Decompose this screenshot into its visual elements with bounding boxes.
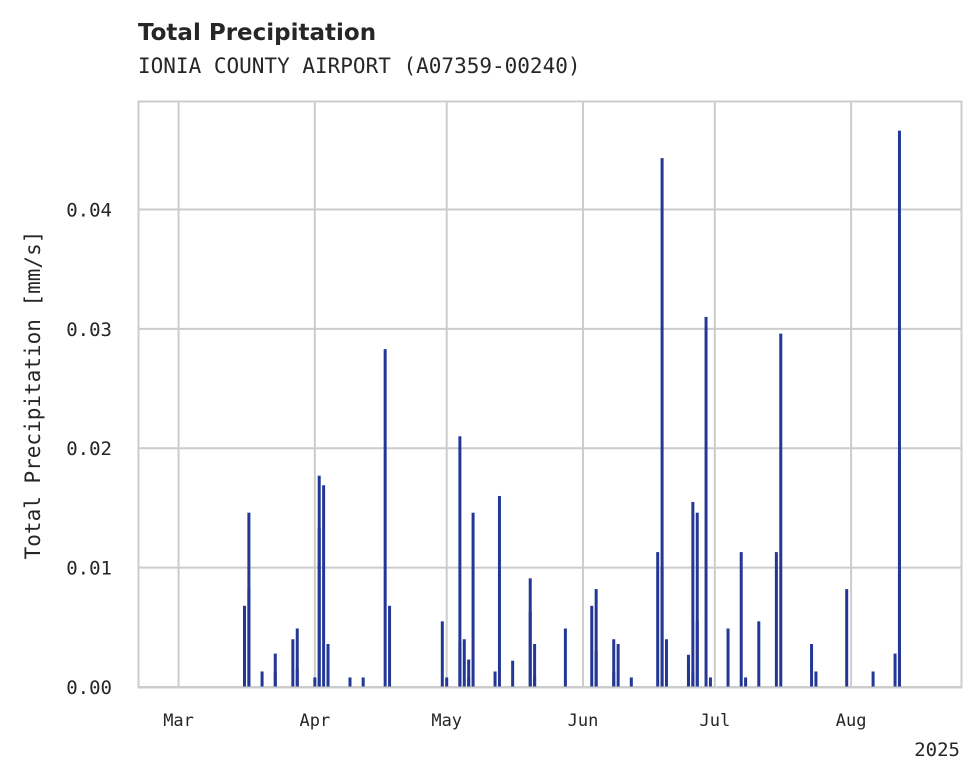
precipitation-bar: [313, 677, 317, 687]
precipitation-bar: [291, 639, 295, 687]
plot-frame: [137, 100, 963, 689]
precipitation-bar: [704, 316, 708, 687]
x-axis-year-label: 2025: [914, 739, 960, 761]
y-tick-label: 0.04: [66, 199, 112, 221]
precipitation-bar: [695, 512, 699, 687]
precipitation-bar: [612, 639, 616, 687]
x-tick-label: Apr: [299, 711, 330, 731]
x-tick-label: Jul: [699, 711, 730, 731]
precipitation-bar: [322, 485, 326, 687]
precipitation-bar: [388, 605, 392, 687]
precipitation-bar: [260, 671, 264, 687]
precipitation-bar: [845, 589, 849, 687]
precipitation-bar: [467, 659, 471, 687]
precipitation-bar: [660, 567, 664, 687]
precipitation-bar: [893, 653, 897, 687]
precipitation-bar: [691, 501, 695, 687]
precipitation-bar: [871, 671, 875, 687]
precipitation-bar: [656, 552, 660, 687]
precipitation-bar: [317, 475, 321, 687]
precipitation-bar: [533, 644, 537, 687]
precipitation-bar: [348, 677, 352, 687]
y-axis-label: Total Precipitation [mm/s]: [21, 231, 45, 560]
precipitation-bar: [897, 130, 901, 687]
precipitation-bar: [511, 660, 515, 687]
grid-lines: [139, 102, 961, 688]
y-tick-label: 0.03: [66, 319, 112, 341]
precipitation-bar: [528, 578, 532, 687]
bars-group: [242, 130, 901, 687]
x-tick-labels: Mar Apr May Jun Jul Aug: [163, 711, 866, 731]
precipitation-bar: [242, 605, 246, 687]
precipitation-bar: [612, 671, 616, 687]
precipitation-bar: [757, 621, 761, 687]
precipitation-bar: [295, 628, 299, 687]
chart-title: Total Precipitation: [138, 20, 376, 46]
precipitation-bar: [440, 621, 444, 687]
precipitation-bar: [810, 644, 814, 687]
precipitation-bar: [616, 644, 620, 687]
precipitation-bar: [361, 677, 365, 687]
precipitation-bar: [664, 639, 668, 687]
precipitation-bar: [326, 644, 330, 687]
y-tick-label: 0.00: [66, 677, 112, 699]
precipitation-bar: [594, 589, 598, 687]
precipitation-bar: [629, 677, 633, 687]
precipitation-bar: [493, 671, 497, 687]
precipitation-bar: [774, 552, 778, 687]
precipitation-bar: [273, 653, 277, 687]
precipitation-bar: [462, 639, 466, 687]
precipitation-bar: [533, 677, 537, 687]
precipitation-bar: [779, 333, 783, 687]
precipitation-bar: [744, 677, 748, 687]
x-tick-label: Aug: [836, 711, 867, 731]
precipitation-bar: [273, 671, 277, 687]
precipitation-bar: [590, 605, 594, 687]
precipitation-bar: [458, 436, 462, 687]
precipitation-bar: [726, 628, 730, 687]
precipitation-bar: [467, 677, 471, 687]
precipitation-bar: [739, 552, 743, 687]
precipitation-bar: [383, 349, 387, 687]
precipitation-bar: [242, 675, 246, 687]
chart-subtitle: IONIA COUNTY AIRPORT (A07359-00240): [138, 54, 581, 78]
precipitation-bar: [814, 671, 818, 687]
precipitation-bar: [594, 651, 598, 687]
precipitation-bar: [445, 677, 449, 687]
precipitation-bar: [660, 158, 664, 687]
x-tick-label: Mar: [163, 711, 194, 731]
x-tick-label: Jun: [568, 711, 599, 731]
precipitation-bar: [563, 628, 567, 687]
y-tick-labels: 0.00 0.01 0.02 0.03 0.04: [66, 199, 112, 699]
x-tick-label: May: [431, 711, 462, 731]
precipitation-bar: [686, 654, 690, 687]
y-tick-label: 0.02: [66, 438, 112, 460]
precipitation-bar: [247, 589, 251, 687]
precipitation-bar: [471, 512, 475, 687]
precipitation-bar: [708, 677, 712, 687]
precipitation-bar: [497, 495, 501, 687]
y-tick-label: 0.01: [66, 558, 112, 580]
